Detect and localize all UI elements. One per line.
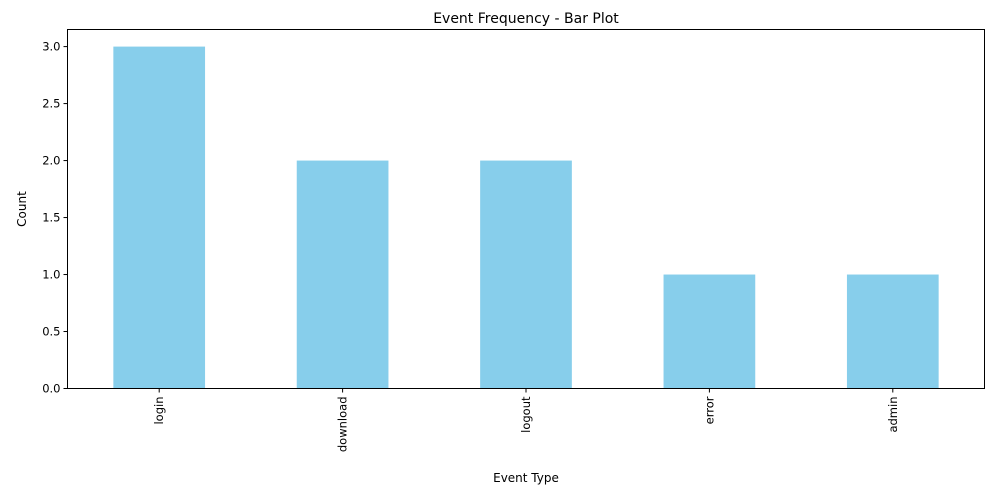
bar-logout bbox=[480, 160, 572, 389]
y-tick-label: 2.0 bbox=[42, 154, 60, 168]
y-tick-label: 1.0 bbox=[42, 268, 60, 282]
x-axis-ticks: login download logout error admin bbox=[152, 388, 900, 453]
x-tick-label-logout: logout bbox=[519, 396, 533, 433]
bar-download bbox=[296, 160, 389, 389]
y-axis-label: Count bbox=[15, 191, 29, 227]
chart-title: Event Frequency - Bar Plot bbox=[433, 11, 619, 27]
x-tick-label-error: error bbox=[702, 396, 716, 424]
x-tick-label-download: download bbox=[336, 397, 350, 453]
x-tick-label-admin: admin bbox=[886, 397, 900, 433]
y-tick-label: 0.5 bbox=[42, 325, 60, 339]
y-axis-ticks: 0.0 0.5 1.0 1.5 2.0 2.5 3.0 bbox=[42, 40, 68, 396]
y-tick-label: 2.5 bbox=[42, 97, 60, 111]
bar-admin bbox=[846, 274, 939, 389]
y-tick-label: 1.5 bbox=[42, 211, 60, 225]
x-axis-label: Event Type bbox=[493, 471, 559, 485]
bar-login bbox=[113, 46, 206, 389]
x-tick-label-login: login bbox=[152, 397, 166, 425]
bar-error bbox=[663, 274, 756, 389]
y-tick-label: 0.0 bbox=[42, 382, 60, 396]
plot-frame bbox=[67, 29, 985, 389]
bars-group bbox=[113, 46, 939, 389]
y-tick-label: 3.0 bbox=[42, 40, 60, 54]
